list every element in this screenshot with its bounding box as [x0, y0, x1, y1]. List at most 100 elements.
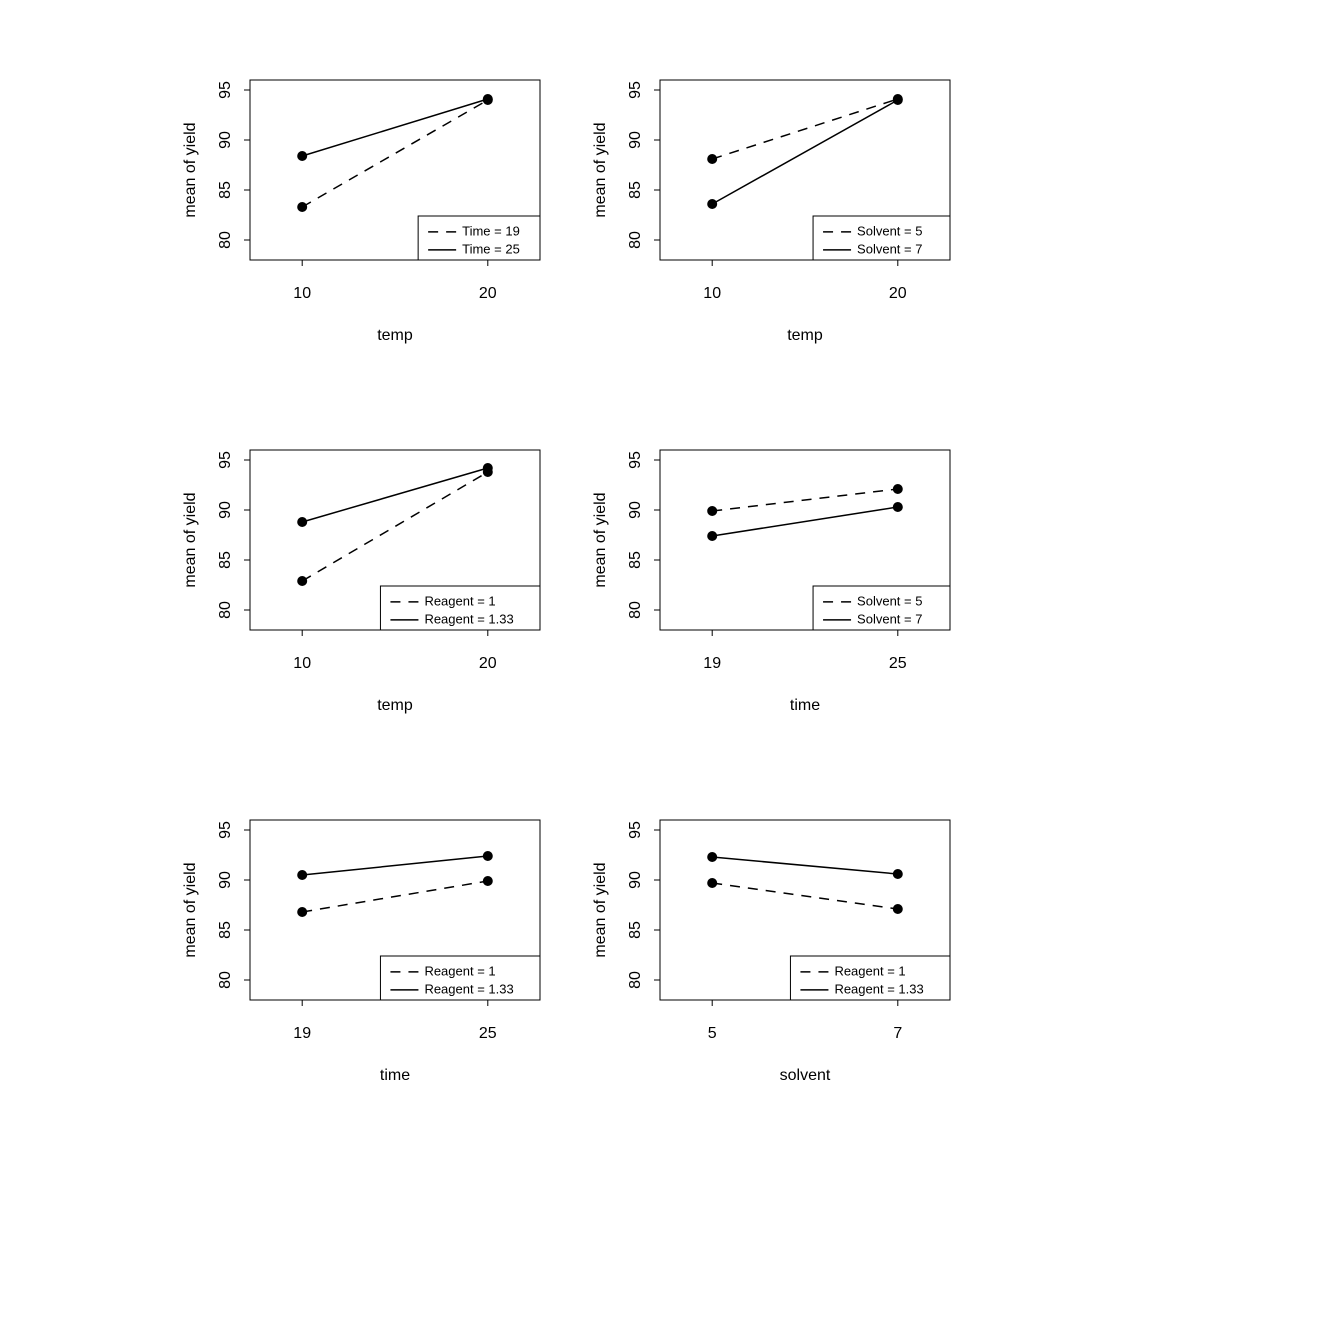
series-point	[707, 852, 717, 862]
ytick-label: 90	[627, 501, 644, 519]
panel-p12: 80 85 90 95 mean of yield 10 20 temp Solvent = 5…	[592, 80, 950, 344]
xtick-label: 20	[479, 285, 497, 302]
series-line	[302, 99, 488, 156]
ytick-label: 80	[217, 971, 234, 989]
ytick-label: 80	[217, 601, 234, 619]
x-axis-label: temp	[377, 327, 413, 344]
series-point	[483, 463, 493, 473]
series-line	[712, 857, 898, 874]
ytick-label: 90	[627, 131, 644, 149]
xtick-label: 19	[293, 1025, 311, 1042]
legend-label: Reagent = 1.33	[424, 981, 513, 996]
series-line	[712, 489, 898, 511]
series-point	[297, 870, 307, 880]
x-axis-label: temp	[377, 697, 413, 714]
series-point	[707, 531, 717, 541]
xtick-label: 19	[703, 655, 721, 672]
ytick-label: 90	[627, 871, 644, 889]
series-line	[302, 856, 488, 875]
legend-label: Time = 25	[462, 241, 520, 256]
ytick-label: 85	[627, 181, 644, 199]
series-point	[893, 502, 903, 512]
ytick-label: 95	[627, 821, 644, 839]
xtick-label: 20	[889, 285, 907, 302]
ytick-label: 85	[627, 551, 644, 569]
y-axis-label: mean of yield	[182, 122, 199, 217]
ytick-label: 95	[217, 451, 234, 469]
xtick-label: 10	[293, 285, 311, 302]
ytick-label: 90	[217, 501, 234, 519]
series-point	[893, 869, 903, 879]
y-axis-label: mean of yield	[182, 492, 199, 587]
ytick-label: 95	[217, 81, 234, 99]
xtick-label: 10	[293, 655, 311, 672]
legend-label: Solvent = 7	[857, 611, 922, 626]
legend-label: Solvent = 5	[857, 593, 922, 608]
ytick-label: 80	[217, 231, 234, 249]
ytick-label: 90	[217, 871, 234, 889]
panel-p21: 80 85 90 95 mean of yield 10 20 temp Reagent = 1…	[182, 450, 540, 714]
y-axis-label: mean of yield	[592, 122, 609, 217]
legend-label: Reagent = 1	[424, 963, 495, 978]
series-point	[707, 199, 717, 209]
series-point	[297, 907, 307, 917]
x-axis-label: solvent	[780, 1067, 831, 1084]
ytick-label: 85	[217, 921, 234, 939]
ytick-label: 95	[627, 451, 644, 469]
y-axis-label: mean of yield	[182, 862, 199, 957]
x-axis-label: time	[380, 1067, 410, 1084]
legend-label: Solvent = 7	[857, 241, 922, 256]
figure-stage: 80 85 90 95 mean of yield 10 20 temp Time = 19 Ti…	[0, 0, 1344, 1344]
ytick-label: 80	[627, 601, 644, 619]
x-axis-label: temp	[787, 327, 823, 344]
ytick-label: 85	[217, 551, 234, 569]
figure-svg: 80 85 90 95 mean of yield 10 20 temp Time = 19 Ti…	[0, 0, 1344, 1344]
series-line	[712, 99, 898, 159]
series-line	[712, 883, 898, 909]
panel-p22: 80 85 90 95 mean of yield 19 25 time Solvent = 5…	[592, 450, 950, 714]
panel-p32: 80 85 90 95 mean of yield 5 7 solvent Reagent = …	[592, 820, 950, 1084]
series-line	[712, 100, 898, 204]
series-point	[707, 154, 717, 164]
series-point	[707, 506, 717, 516]
panel-p31: 80 85 90 95 mean of yield 19 25 time Reagent = 1…	[182, 820, 540, 1084]
series-point	[893, 484, 903, 494]
xtick-label: 7	[893, 1025, 902, 1042]
series-point	[893, 95, 903, 105]
series-point	[893, 904, 903, 914]
series-line	[302, 100, 488, 207]
x-axis-label: time	[790, 697, 820, 714]
ytick-label: 85	[217, 181, 234, 199]
panel-p11: 80 85 90 95 mean of yield 10 20 temp Time = 19 Ti…	[182, 80, 540, 344]
xtick-label: 20	[479, 655, 497, 672]
legend-label: Reagent = 1.33	[834, 981, 923, 996]
series-point	[483, 876, 493, 886]
series-line	[302, 472, 488, 581]
series-line	[712, 507, 898, 536]
series-point	[483, 94, 493, 104]
ytick-label: 85	[627, 921, 644, 939]
series-point	[297, 151, 307, 161]
ytick-label: 80	[627, 231, 644, 249]
legend-label: Solvent = 5	[857, 223, 922, 238]
ytick-label: 90	[217, 131, 234, 149]
legend-label: Reagent = 1.33	[424, 611, 513, 626]
xtick-label: 5	[708, 1025, 717, 1042]
series-line	[302, 468, 488, 522]
ytick-label: 95	[627, 81, 644, 99]
y-axis-label: mean of yield	[592, 492, 609, 587]
legend-label: Reagent = 1	[834, 963, 905, 978]
legend-label: Time = 19	[462, 223, 520, 238]
xtick-label: 25	[479, 1025, 497, 1042]
series-point	[483, 851, 493, 861]
series-point	[297, 576, 307, 586]
series-point	[297, 202, 307, 212]
y-axis-label: mean of yield	[592, 862, 609, 957]
series-point	[707, 878, 717, 888]
xtick-label: 25	[889, 655, 907, 672]
legend-label: Reagent = 1	[424, 593, 495, 608]
xtick-label: 10	[703, 285, 721, 302]
series-line	[302, 881, 488, 912]
ytick-label: 95	[217, 821, 234, 839]
ytick-label: 80	[627, 971, 644, 989]
